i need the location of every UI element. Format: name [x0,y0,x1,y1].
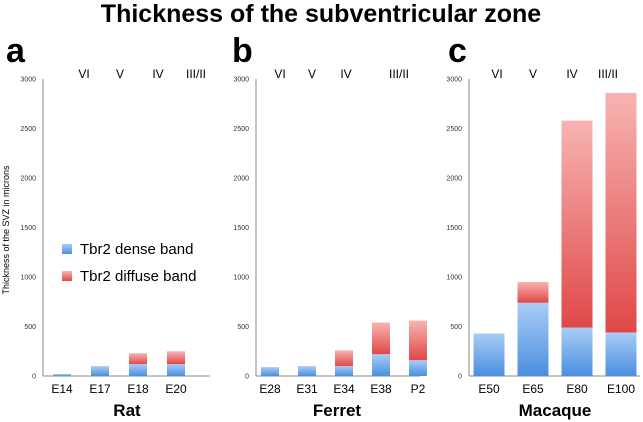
bar-dense-e38 [372,354,390,376]
layer-label-iii-ii: III/II [186,67,206,81]
y-tick-label: 0 [245,374,249,381]
x-tick-label-e28: E28 [259,382,281,396]
species-label-macaque: Macaque [519,401,592,420]
bar-diffuse-e65 [517,281,549,303]
legend-swatch-dense [62,244,72,254]
x-tick-label-e100: E100 [607,382,635,396]
bar-dense-e14 [53,374,71,376]
bar-diffuse-e80 [561,120,593,328]
panel-a: a 0 500 1000 1500 2000 2500 3000 VI V IV III/II E14 E… [6,32,210,420]
layer-label-iv: IV [152,67,163,81]
bar-dense-e20 [167,364,185,376]
layer-label-iv: IV [340,67,351,81]
y-tick-label: 1000 [446,275,462,282]
bar-dense-e31 [298,366,316,376]
species-label-rat: Rat [113,401,141,420]
y-tick-label: 0 [32,374,36,381]
bar-diffuse-e38 [372,322,390,355]
panel-letter-c: c [448,32,467,70]
bar-dense-e18 [129,364,147,376]
y-tick-label: 1000 [233,275,249,282]
bar-dense-e34 [335,366,353,376]
legend-label-dense: Tbr2 dense band [80,241,193,258]
panel-c: c 0 500 1000 1500 2000 2500 3000 VI V IV III/II E50 E… [446,32,640,420]
y-tick-label: 500 [237,324,249,331]
x-tick-label-e34: E34 [333,382,355,396]
layer-label-vi: VI [78,67,89,81]
bar-diffuse-e18 [129,353,147,365]
bar-diffuse-e34 [335,350,353,367]
bar-dense-p2 [409,360,427,376]
y-tick-label: 2500 [446,126,462,133]
chart-title: Thickness of the subventricular zone [101,0,541,28]
y-tick-label: 1500 [20,225,36,232]
y-tick-label: 500 [450,324,462,331]
species-label-ferret: Ferret [313,401,362,420]
layer-label-iii-ii: III/II [598,67,618,81]
x-tick-label-e20: E20 [165,382,187,396]
y-tick-label: 1000 [20,275,36,282]
bar-diffuse-p2 [409,320,427,361]
x-tick-label-e31: E31 [296,382,318,396]
y-tick-label: 2000 [446,176,462,183]
layer-label-iv: IV [566,67,577,81]
bar-dense-e80 [561,327,593,376]
x-tick-label-e18: E18 [127,382,149,396]
y-tick-label: 2500 [233,126,249,133]
panel-letter-a: a [6,32,26,70]
x-tick-label-e80: E80 [566,382,588,396]
y-tick-label: 1500 [233,225,249,232]
bar-dense-e50 [473,333,505,376]
y-tick-label: 2500 [20,126,36,133]
legend-label-diffuse: Tbr2 diffuse band [80,268,196,285]
bar-diffuse-e20 [167,351,185,365]
y-tick-label: 3000 [233,77,249,84]
y-tick-label: 1500 [446,225,462,232]
x-tick-label-e65: E65 [522,382,544,396]
layer-label-iii-ii: III/II [389,67,409,81]
y-tick-label: 2000 [233,176,249,183]
layer-label-vi: VI [274,67,285,81]
x-tick-label-e38: E38 [370,382,392,396]
bar-dense-e17 [91,366,109,376]
layer-label-v: V [308,67,316,81]
y-tick-label: 500 [24,324,36,331]
layer-label-vi: VI [491,67,502,81]
x-tick-label-e14: E14 [51,382,73,396]
y-tick-label: 3000 [446,77,462,84]
y-axis-label: Thickness of the SVZ in microns [1,165,11,295]
x-tick-label-e50: E50 [478,382,500,396]
x-tick-label-e17: E17 [89,382,111,396]
bar-dense-e28 [261,367,279,376]
y-tick-label: 3000 [20,77,36,84]
legend: Tbr2 dense band Tbr2 diffuse band [62,241,196,285]
panel-letter-b: b [232,32,253,70]
layer-label-v: V [529,67,537,81]
y-tick-label: 2000 [20,176,36,183]
bar-dense-e65 [517,302,549,376]
panel-b: b 0 500 1000 1500 2000 2500 3000 VI V IV III/II E28 E… [232,32,427,420]
layer-label-v: V [116,67,124,81]
bar-diffuse-e100 [605,92,637,333]
x-tick-label-p2: P2 [411,382,426,396]
y-tick-label: 0 [458,374,462,381]
legend-swatch-diffuse [62,271,72,281]
bar-dense-e100 [605,332,637,376]
